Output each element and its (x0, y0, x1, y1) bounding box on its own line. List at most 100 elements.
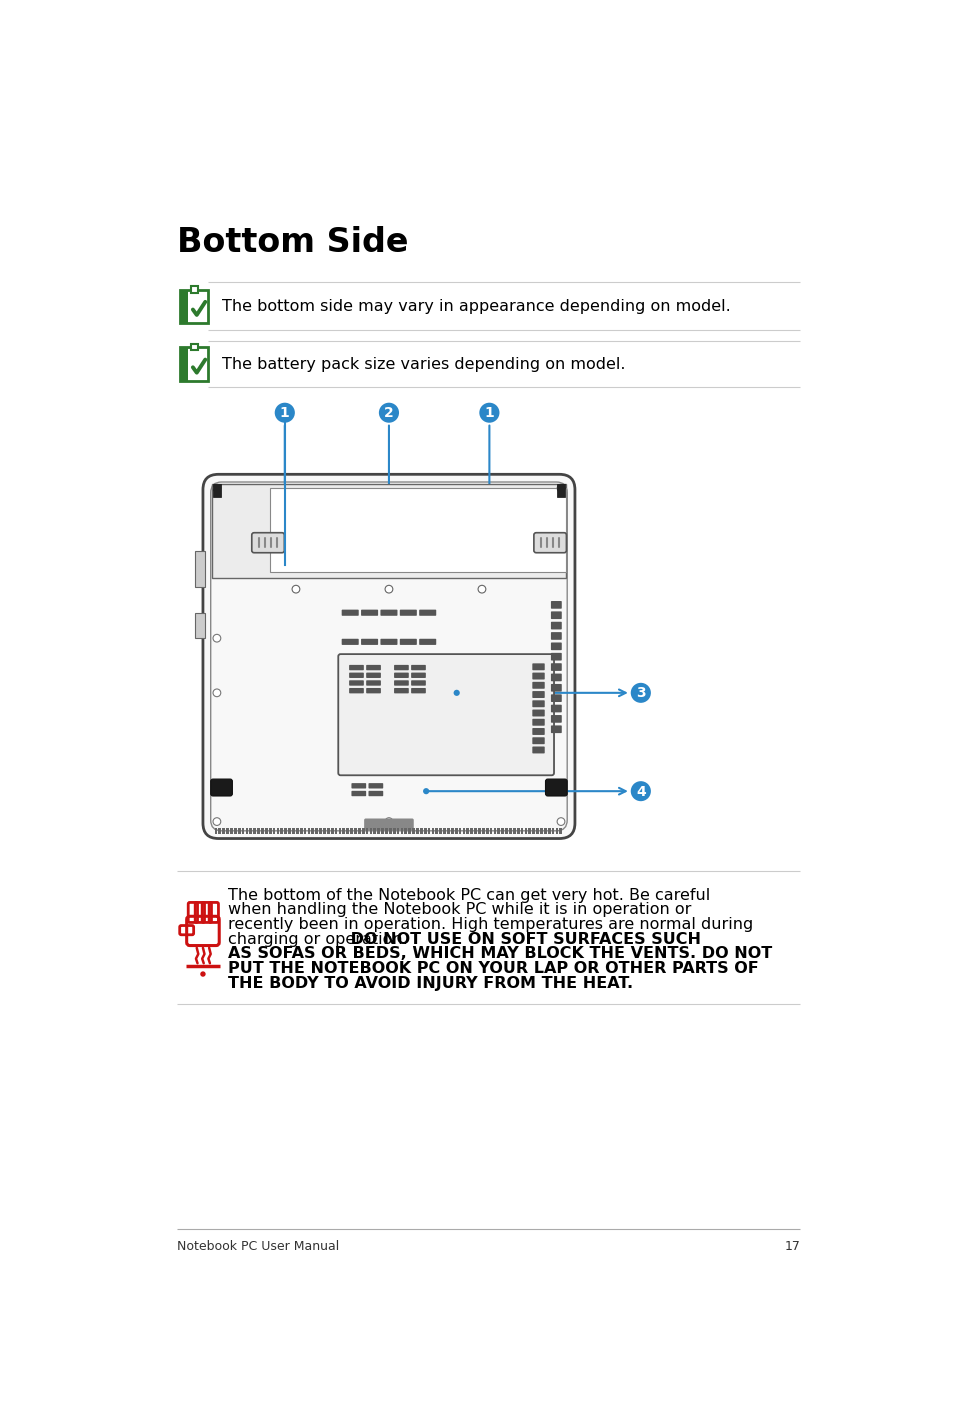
Bar (474, 828, 476, 834)
FancyBboxPatch shape (532, 727, 544, 735)
FancyBboxPatch shape (411, 681, 425, 686)
Bar (505, 828, 507, 834)
FancyBboxPatch shape (550, 621, 561, 630)
Bar (539, 828, 542, 834)
FancyBboxPatch shape (349, 681, 363, 686)
Bar (303, 828, 306, 834)
Bar (213, 484, 220, 498)
FancyBboxPatch shape (532, 737, 544, 744)
Text: The battery pack size varies depending on model.: The battery pack size varies depending o… (222, 357, 625, 372)
Bar (466, 828, 469, 834)
FancyBboxPatch shape (550, 611, 561, 620)
FancyBboxPatch shape (351, 791, 366, 797)
Bar (543, 828, 546, 834)
Text: THE BODY TO AVOID INJURY FROM THE HEAT.: THE BODY TO AVOID INJURY FROM THE HEAT. (228, 976, 632, 991)
FancyBboxPatch shape (550, 705, 561, 712)
FancyBboxPatch shape (532, 719, 544, 726)
Bar (327, 828, 330, 834)
Bar (350, 828, 353, 834)
Bar (489, 828, 492, 834)
Circle shape (422, 788, 429, 794)
Bar (373, 828, 375, 834)
Bar (513, 828, 516, 834)
Bar (192, 286, 197, 292)
FancyBboxPatch shape (252, 533, 284, 553)
Bar (412, 828, 415, 834)
Bar (195, 613, 204, 638)
Bar (222, 828, 225, 834)
Bar (273, 828, 275, 834)
Bar (536, 828, 538, 834)
FancyBboxPatch shape (532, 664, 544, 671)
Bar (292, 828, 294, 834)
Bar (458, 828, 461, 834)
Bar (237, 828, 240, 834)
Bar (233, 828, 236, 834)
Circle shape (213, 634, 220, 642)
Bar (423, 828, 426, 834)
FancyBboxPatch shape (338, 654, 554, 776)
Bar (180, 347, 208, 381)
Bar (451, 828, 454, 834)
FancyBboxPatch shape (550, 652, 561, 661)
FancyBboxPatch shape (550, 683, 561, 692)
Bar (265, 828, 268, 834)
Text: recently been in operation. High temperatures are normal during: recently been in operation. High tempera… (228, 917, 752, 932)
Text: Bottom Side: Bottom Side (177, 225, 409, 258)
FancyBboxPatch shape (366, 665, 380, 671)
Bar (338, 828, 341, 834)
FancyBboxPatch shape (360, 638, 377, 645)
FancyBboxPatch shape (550, 715, 561, 723)
Bar (257, 828, 259, 834)
FancyBboxPatch shape (550, 695, 561, 702)
Bar (280, 828, 283, 834)
Bar (276, 828, 279, 834)
Bar (557, 484, 564, 498)
Text: Notebook PC User Manual: Notebook PC User Manual (177, 1241, 339, 1254)
FancyBboxPatch shape (394, 688, 409, 693)
FancyBboxPatch shape (364, 818, 414, 831)
FancyBboxPatch shape (349, 672, 363, 678)
Bar (389, 828, 392, 834)
FancyBboxPatch shape (411, 665, 425, 671)
Bar (419, 828, 422, 834)
Bar (439, 828, 441, 834)
Bar (180, 347, 188, 381)
Bar (481, 828, 484, 834)
Bar (195, 550, 204, 587)
FancyBboxPatch shape (341, 610, 358, 615)
Bar (416, 828, 418, 834)
Circle shape (274, 403, 294, 423)
Bar (342, 828, 345, 834)
Circle shape (630, 683, 650, 703)
Bar (369, 828, 372, 834)
Circle shape (213, 485, 220, 492)
Bar (555, 828, 558, 834)
Bar (346, 828, 349, 834)
FancyBboxPatch shape (532, 672, 544, 679)
FancyBboxPatch shape (211, 778, 233, 795)
FancyBboxPatch shape (418, 610, 436, 615)
Bar (396, 828, 399, 834)
Bar (230, 828, 233, 834)
Bar (524, 828, 527, 834)
Bar (331, 828, 334, 834)
Bar (311, 828, 314, 834)
FancyBboxPatch shape (368, 783, 383, 788)
Text: 17: 17 (783, 1241, 800, 1254)
Text: 3: 3 (636, 686, 645, 700)
Bar (408, 828, 411, 834)
Circle shape (213, 818, 220, 825)
FancyBboxPatch shape (532, 682, 544, 689)
Bar (249, 828, 252, 834)
Text: 1: 1 (279, 406, 290, 420)
Bar (381, 828, 383, 834)
FancyBboxPatch shape (550, 632, 561, 640)
Bar (218, 828, 221, 834)
Bar (470, 828, 473, 834)
FancyBboxPatch shape (550, 726, 561, 733)
Bar (299, 828, 302, 834)
FancyBboxPatch shape (550, 642, 561, 651)
Bar (528, 828, 531, 834)
Bar (365, 828, 368, 834)
